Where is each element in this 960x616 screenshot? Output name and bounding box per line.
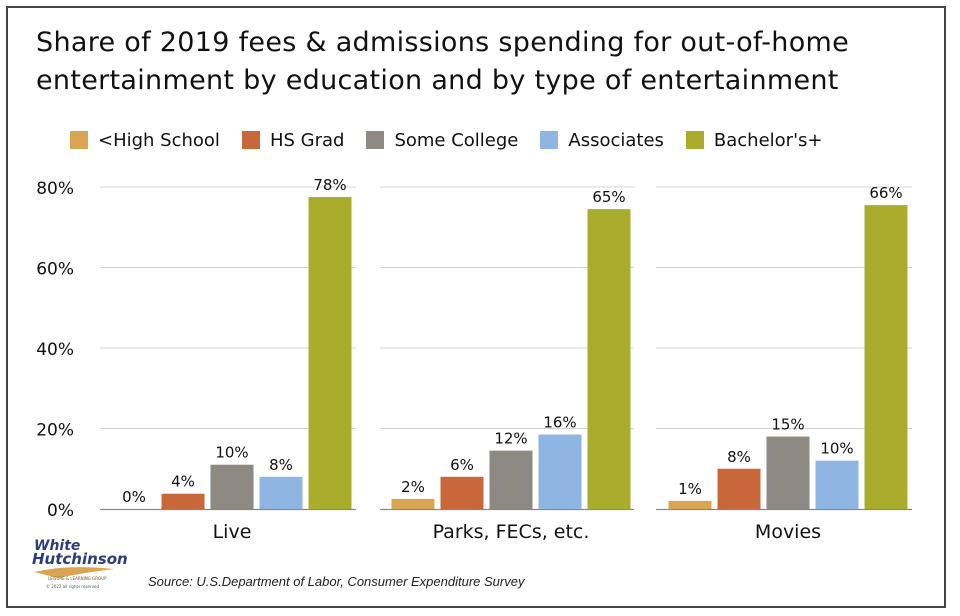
data-label: 0% <box>122 488 146 506</box>
bar <box>815 460 859 509</box>
legend-swatch <box>540 131 559 149</box>
data-label: 1% <box>678 480 702 498</box>
logo-line2: Hutchinson <box>32 550 128 568</box>
bar <box>210 464 254 509</box>
legend-item: Bachelor's+ <box>685 129 823 151</box>
legend-label: Bachelor's+ <box>713 129 823 151</box>
legend-swatch <box>241 131 260 149</box>
legend-label: Associates <box>568 129 664 151</box>
y-tick-label: 60% <box>36 260 74 280</box>
category-label: Parks, FECs, etc. <box>433 521 590 543</box>
bar <box>864 205 908 510</box>
bar <box>668 500 712 509</box>
bar <box>308 197 352 509</box>
chart-title: Share of 2019 fees & admissions spending… <box>36 27 850 96</box>
data-label: 66% <box>869 184 902 202</box>
bar <box>391 498 435 509</box>
white-hutchinson-logo: White Hutchinson LEISURE & LEARNING GROU… <box>32 538 128 589</box>
legend-label: HS Grad <box>269 129 345 151</box>
legend-item: <High School <box>70 130 220 151</box>
data-label: 2% <box>401 478 425 496</box>
legend-swatch <box>366 131 385 149</box>
data-label: 15% <box>771 416 804 434</box>
bar <box>440 476 484 509</box>
legend: <High School HS Grad Some College Associate… <box>70 126 845 154</box>
data-label: 6% <box>450 456 474 474</box>
y-tick-label: 40% <box>36 340 74 360</box>
data-label: 10% <box>215 444 248 462</box>
y-tick-label: 20% <box>36 421 74 441</box>
logo-swoosh <box>34 567 114 578</box>
bar <box>587 209 631 509</box>
legend-item: HS Grad <box>241 129 345 151</box>
logo-tagline: LEISURE & LEARNING GROUP <box>48 576 107 581</box>
category-label: Live <box>213 521 252 543</box>
category-label: Movies <box>755 521 821 543</box>
data-label: 4% <box>171 473 195 491</box>
data-label: 8% <box>269 456 293 474</box>
logo-line1: White <box>34 538 80 554</box>
legend-swatch <box>70 131 88 149</box>
data-label: 12% <box>494 430 527 448</box>
data-label: 10% <box>820 440 853 458</box>
logo-copyright: © 2022 all rights reserved <box>46 584 99 589</box>
legend-item: Associates <box>540 130 664 151</box>
bar <box>489 450 533 509</box>
data-label: 8% <box>727 448 751 466</box>
data-label: 16% <box>543 414 576 432</box>
y-tick-label: 80% <box>36 179 74 199</box>
data-label: 65% <box>592 188 625 206</box>
legend-label: Some College <box>394 129 519 151</box>
source-note: Source: U.S.Department of Labor, Consume… <box>148 574 525 589</box>
bar <box>161 493 205 509</box>
y-tick-label: 0% <box>47 501 74 521</box>
bar <box>538 434 582 509</box>
legend-label: <High School <box>98 129 220 151</box>
bar <box>717 468 761 509</box>
bar <box>259 476 303 509</box>
data-label: 78% <box>313 176 346 194</box>
bar <box>766 436 810 509</box>
legend-swatch <box>685 131 704 149</box>
legend-item: Some College <box>366 130 518 151</box>
